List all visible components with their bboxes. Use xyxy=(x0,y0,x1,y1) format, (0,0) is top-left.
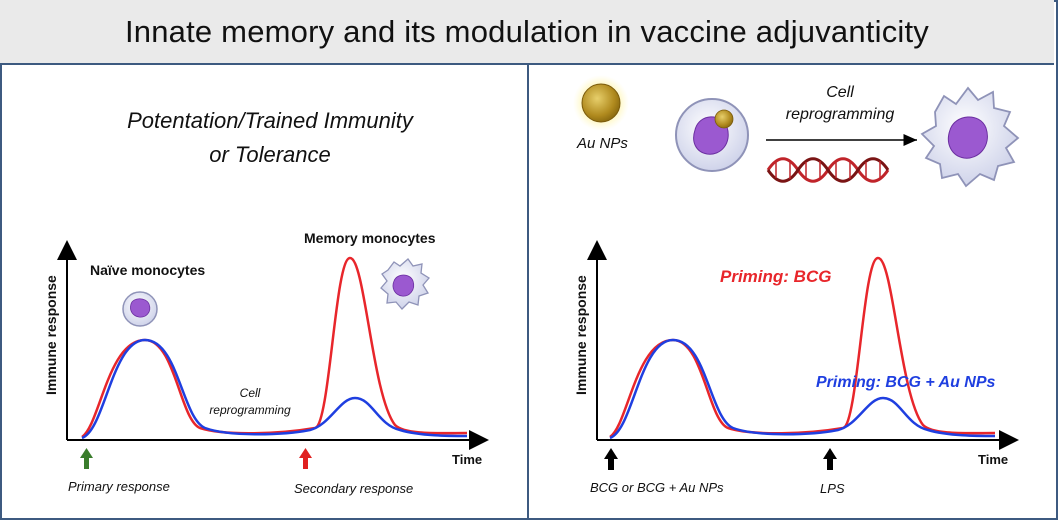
naive-monocytes-label: Naïve monocytes xyxy=(90,262,206,278)
naive-monocyte-icon xyxy=(122,291,158,327)
priming-bcg-au-label: Priming: BCG + Au NPs xyxy=(816,374,996,391)
left-x-axis-label: Time xyxy=(452,452,483,467)
left-y-axis-label: Immune response xyxy=(43,275,59,395)
title-bar: Innate memory and its modulation in vacc… xyxy=(0,0,1054,65)
right-reprogramming-label: reprogramming xyxy=(785,106,895,123)
memory-monocytes-label: Memory monocytes xyxy=(304,230,436,246)
primary-response-label: Primary response xyxy=(68,479,170,494)
reprogrammed-cell-icon xyxy=(920,86,1020,188)
secondary-response-label: Secondary response xyxy=(294,481,414,496)
primary-response-arrow xyxy=(80,448,93,469)
bcg-arrow xyxy=(604,448,618,470)
figure-title: Innate memory and its modulation in vacc… xyxy=(124,13,930,49)
bcg-arrow-label: BCG or BCG + Au NPs xyxy=(590,480,724,495)
left-axes xyxy=(57,240,489,450)
left-blue-curve xyxy=(81,338,468,440)
right-cell-label: Cell xyxy=(826,84,854,101)
right-blue-curve xyxy=(609,338,996,440)
au-nps-label: Au NPs xyxy=(577,135,628,152)
memory-monocyte-icon xyxy=(380,258,430,310)
right-x-axis-label: Time xyxy=(978,452,1009,467)
right-axes xyxy=(587,240,1019,450)
monocyte-with-np-icon xyxy=(675,98,749,172)
left-heading-line1: Potentation/Trained Immunity xyxy=(127,108,413,133)
priming-bcg-label: Priming: BCG xyxy=(720,267,832,286)
lps-arrow xyxy=(823,448,837,470)
dna-icon xyxy=(766,157,890,183)
right-y-axis-label: Immune response xyxy=(573,275,589,395)
left-cell-label: Cell xyxy=(239,386,261,400)
au-nanoparticle-icon xyxy=(573,75,629,131)
panel-divider xyxy=(527,63,529,518)
left-heading-line2: or Tolerance xyxy=(209,142,331,167)
left-reprogramming-label: reprogramming xyxy=(209,403,291,417)
secondary-response-arrow xyxy=(299,448,312,469)
lps-arrow-label: LPS xyxy=(820,481,845,496)
